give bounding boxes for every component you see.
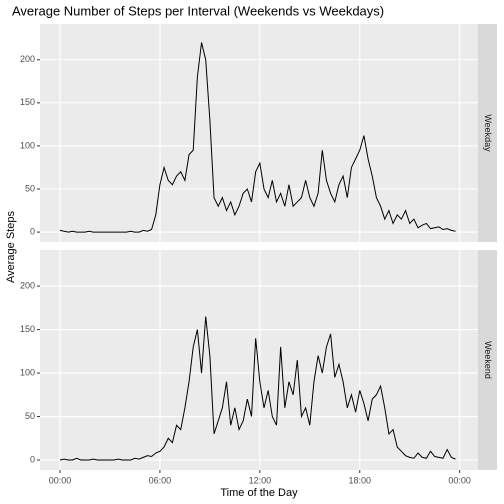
strip-label: Weekday: [483, 114, 493, 152]
x-axis-label: Time of the Day: [220, 487, 298, 499]
strip-label: Weekend: [483, 341, 493, 379]
panel: [40, 250, 478, 470]
y-tick-label: 200: [20, 54, 35, 64]
x-tick-label: 00:00: [49, 475, 72, 485]
y-tick-label: 50: [25, 183, 35, 193]
line: [59, 316, 456, 461]
y-tick-label: 0: [30, 226, 35, 236]
y-tick-label: 150: [20, 97, 35, 107]
strip: [478, 24, 497, 242]
x-tick-label: 00:00: [448, 475, 471, 485]
y-tick-label: 50: [25, 411, 35, 421]
y-tick-label: 0: [30, 454, 35, 464]
y-tick-label: 100: [20, 140, 35, 150]
chart-title: Average Number of Steps per Interval (We…: [12, 3, 384, 18]
x-tick-label: 06:00: [149, 475, 172, 485]
x-tick-label: 12:00: [249, 475, 272, 485]
y-tick-label: 100: [20, 367, 35, 377]
line: [59, 42, 456, 233]
y-tick-label: 200: [20, 280, 35, 290]
x-tick-label: 18:00: [348, 475, 371, 485]
strip: [478, 250, 497, 470]
y-tick-label: 150: [20, 324, 35, 334]
panel: [40, 24, 478, 242]
y-axis-label: Average Steps: [5, 211, 17, 283]
